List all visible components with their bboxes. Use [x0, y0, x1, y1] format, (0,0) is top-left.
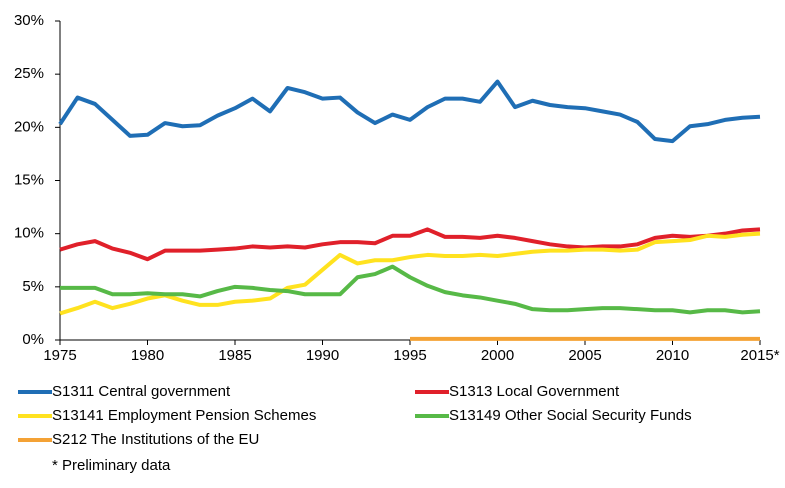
footnote: * Preliminary data [52, 457, 171, 474]
series-line [59, 231, 761, 316]
series-line [59, 227, 761, 262]
x-tick-label: 1990 [306, 347, 339, 364]
x-tick-label: 1980 [131, 347, 164, 364]
x-tick-label: 1985 [218, 347, 251, 364]
x-tick-label: 2005 [568, 347, 601, 364]
y-tick-label: 25% [14, 65, 44, 82]
series-line [60, 264, 761, 315]
y-tick-label: 0% [22, 331, 44, 348]
series-line [58, 79, 761, 144]
x-tick-label: 2010 [656, 347, 689, 364]
y-tick-label: 5% [22, 278, 44, 295]
y-tick-label: 15% [14, 171, 44, 188]
y-tick-label: 20% [14, 118, 44, 135]
x-tick-label: 2015* [740, 347, 779, 364]
legend-label: S1313 Local Government [449, 383, 620, 400]
x-tick-label: 1975 [43, 347, 76, 364]
legend-label: S13149 Other Social Security Funds [449, 407, 692, 424]
legend-label: S212 The Institutions of the EU [52, 431, 259, 448]
legend-label: S1311 Central government [52, 383, 231, 400]
legend-label: S13141 Employment Pension Schemes [52, 407, 316, 424]
x-tick-label: 2000 [481, 347, 514, 364]
x-tick-label: 1995 [393, 347, 426, 364]
y-tick-label: 30% [14, 12, 44, 29]
y-tick-label: 10% [14, 225, 44, 242]
